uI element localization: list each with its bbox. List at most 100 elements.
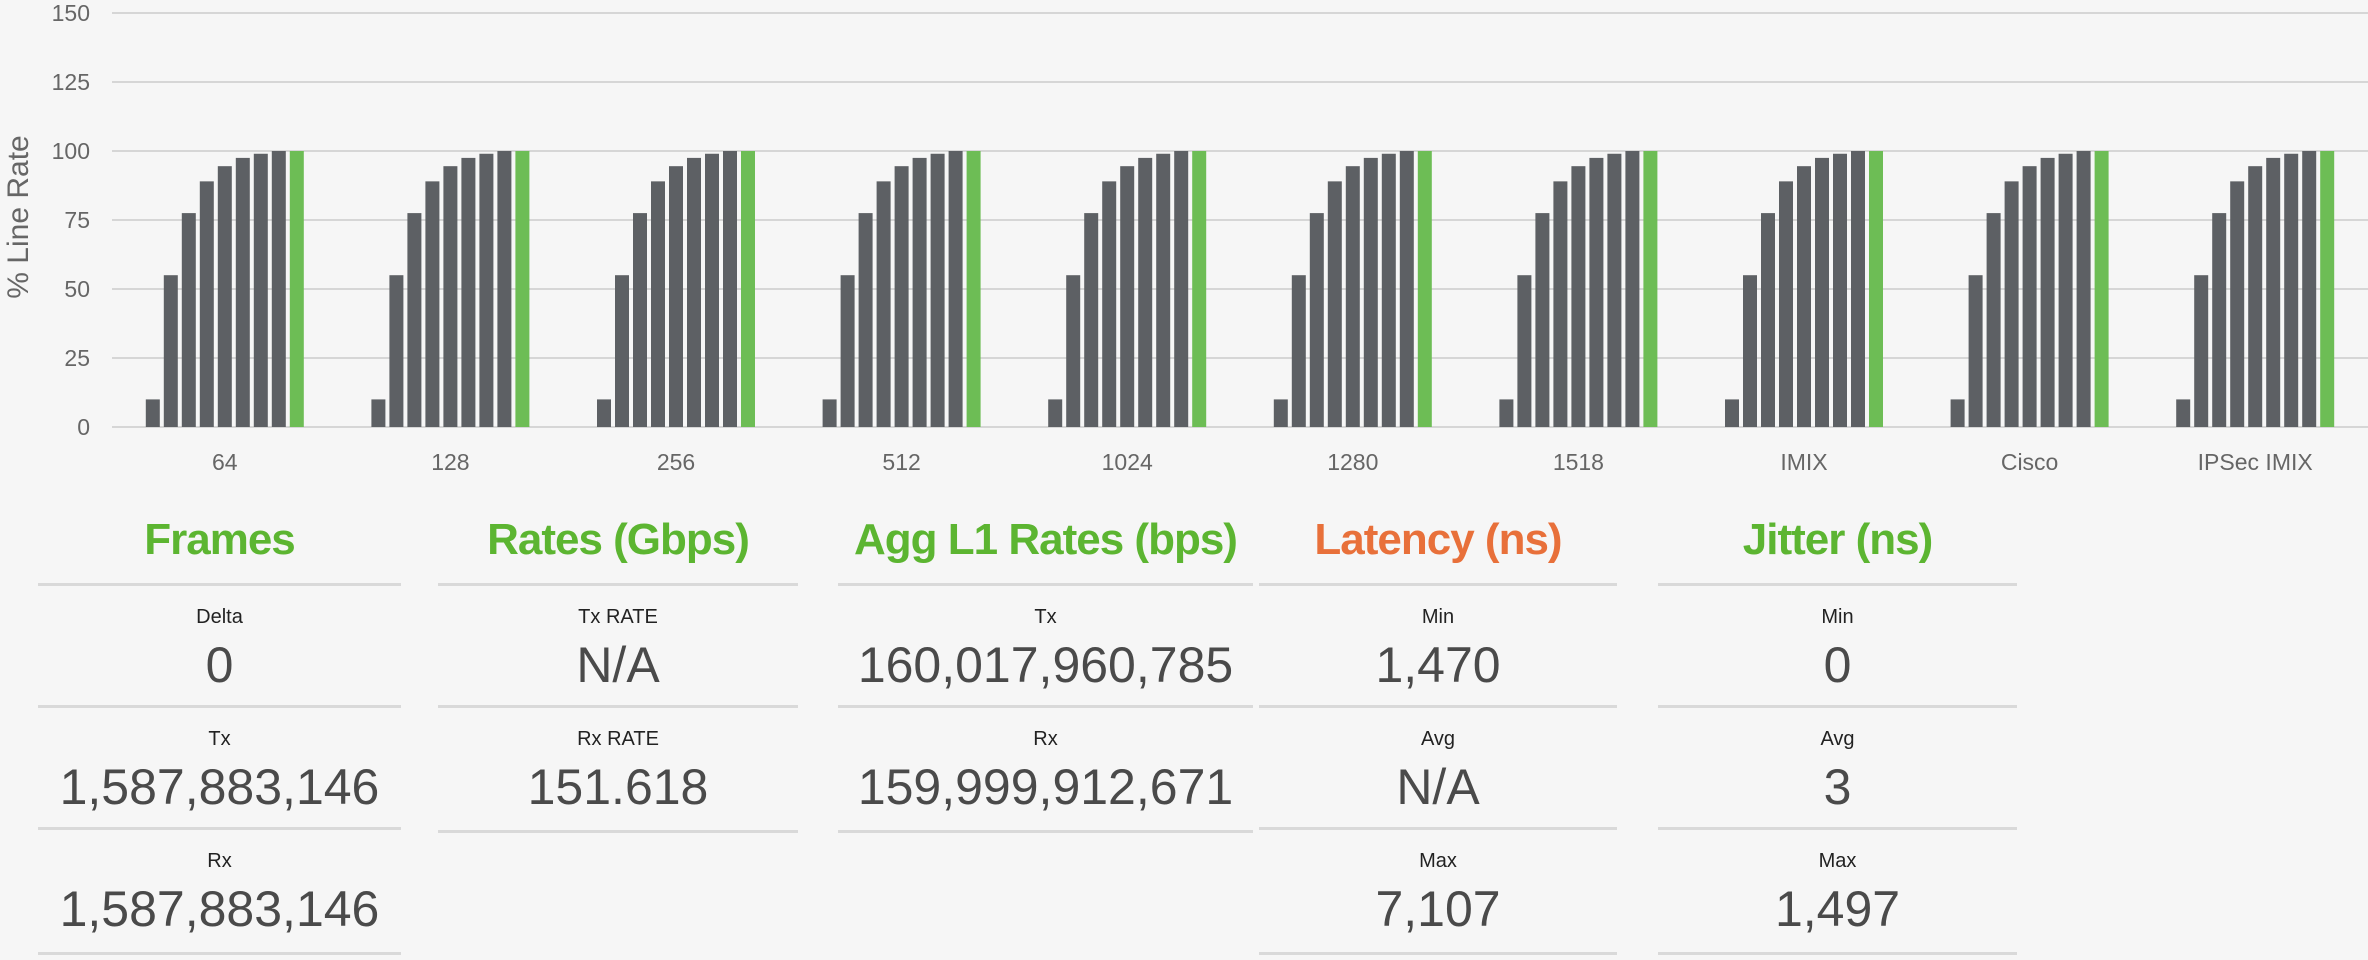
bar xyxy=(1779,181,1793,427)
y-tick-label: 0 xyxy=(77,414,90,440)
stat-cell: Rx 159,999,912,671 xyxy=(838,705,1253,833)
bar xyxy=(1120,166,1135,427)
bar xyxy=(271,151,286,427)
stat-cell: Tx 1,587,883,146 xyxy=(38,705,401,830)
x-tick-label: 256 xyxy=(657,449,695,475)
bar xyxy=(615,275,629,427)
stat-value: 3 xyxy=(1823,759,1852,815)
bar xyxy=(1851,151,1865,427)
stat-label: Avg xyxy=(1820,728,1855,750)
bar xyxy=(2176,399,2191,427)
bar xyxy=(2004,181,2019,427)
line-rate-bar-chart: 0 25 50 75 100 125 150 % Line Rate 64 128 256 512 10… xyxy=(2,0,2368,475)
bar xyxy=(1797,166,1811,427)
bar xyxy=(1309,213,1324,427)
y-tick-label: 75 xyxy=(64,207,90,233)
stat-label: Rx RATE xyxy=(577,728,659,750)
bar xyxy=(407,213,422,427)
bar xyxy=(1761,213,1775,427)
bar xyxy=(199,181,214,427)
bar xyxy=(145,399,160,427)
y-tick-label: 50 xyxy=(64,276,90,302)
bar-highlight xyxy=(1869,151,1883,427)
stat-label: Tx RATE xyxy=(578,606,658,628)
bar xyxy=(1399,151,1414,427)
bar xyxy=(2040,157,2055,427)
bar-highlight xyxy=(1643,151,1658,427)
y-tick-label: 150 xyxy=(52,0,90,26)
x-tick-label: 64 xyxy=(212,449,238,475)
stat-cell: Min 1,470 xyxy=(1259,583,1617,708)
stat-value: 159,999,912,671 xyxy=(857,759,1234,815)
bar xyxy=(2212,213,2227,427)
bar xyxy=(1968,275,1983,427)
stat-label: Min xyxy=(1821,606,1854,628)
bar-highlight xyxy=(1192,151,1207,427)
bar xyxy=(479,153,494,427)
bar xyxy=(1084,213,1099,427)
y-tick-label: 100 xyxy=(52,138,90,164)
stat-value: 151.618 xyxy=(527,759,709,815)
bar-highlight xyxy=(966,151,981,427)
stat-value: 160,017,960,785 xyxy=(857,637,1234,693)
stats-column-title: Jitter (ns) xyxy=(1742,515,1933,564)
stat-label: Max xyxy=(1419,850,1457,872)
bar xyxy=(1517,275,1532,427)
stat-cell: Max 7,107 xyxy=(1259,827,1617,955)
bar xyxy=(1725,399,1739,427)
stat-value: 1,587,883,146 xyxy=(59,881,380,937)
bar xyxy=(1743,275,1757,427)
x-tick-label: IMIX xyxy=(1780,449,1827,475)
bar xyxy=(1607,153,1622,427)
bar xyxy=(425,181,440,427)
bar xyxy=(876,181,891,427)
stat-cell: Rx RATE 151.618 xyxy=(438,705,798,833)
bar xyxy=(1815,157,1829,427)
bar xyxy=(1571,166,1586,427)
stat-value: 0 xyxy=(205,637,234,693)
y-tick-label: 125 xyxy=(52,69,90,95)
bar xyxy=(705,153,719,427)
stat-cell: Tx 160,017,960,785 xyxy=(838,583,1253,708)
bar xyxy=(1381,153,1396,427)
stat-value: 7,107 xyxy=(1375,881,1501,937)
bar xyxy=(1291,275,1306,427)
stat-cell: Min 0 xyxy=(1658,583,2017,708)
bar-highlight xyxy=(2320,151,2335,427)
bar xyxy=(822,399,837,427)
stat-cell: Avg N/A xyxy=(1259,705,1617,830)
bar xyxy=(2230,181,2245,427)
bar xyxy=(443,166,458,427)
stat-label: Rx xyxy=(207,850,232,872)
bar xyxy=(1363,157,1378,427)
bar xyxy=(1048,399,1063,427)
bar xyxy=(1102,181,1117,427)
bar xyxy=(2266,157,2281,427)
bar-highlight xyxy=(289,151,304,427)
bar xyxy=(461,157,476,427)
bar xyxy=(181,213,196,427)
bar xyxy=(2248,166,2263,427)
bar xyxy=(1499,399,1514,427)
bar xyxy=(1950,399,1965,427)
stat-value: 1,470 xyxy=(1375,637,1501,693)
bar xyxy=(1345,166,1360,427)
bar-highlight xyxy=(1417,151,1432,427)
stats-column-title: Agg L1 Rates (bps) xyxy=(854,515,1238,564)
bar xyxy=(858,213,873,427)
stat-label: Delta xyxy=(196,606,243,628)
bar xyxy=(371,399,386,427)
stat-label: Tx xyxy=(208,728,231,750)
x-tick-label: IPSec IMIX xyxy=(2198,449,2313,475)
bar xyxy=(1553,181,1568,427)
stat-cell: Avg 3 xyxy=(1658,705,2017,830)
bar xyxy=(1066,275,1081,427)
stats-column-title: Frames xyxy=(144,515,296,564)
bar xyxy=(1174,151,1189,427)
bar xyxy=(840,275,855,427)
bar xyxy=(1535,213,1550,427)
stat-cell: Tx RATE N/A xyxy=(438,583,798,708)
bar xyxy=(163,275,178,427)
bar xyxy=(669,166,683,427)
stat-value: 0 xyxy=(1823,637,1852,693)
